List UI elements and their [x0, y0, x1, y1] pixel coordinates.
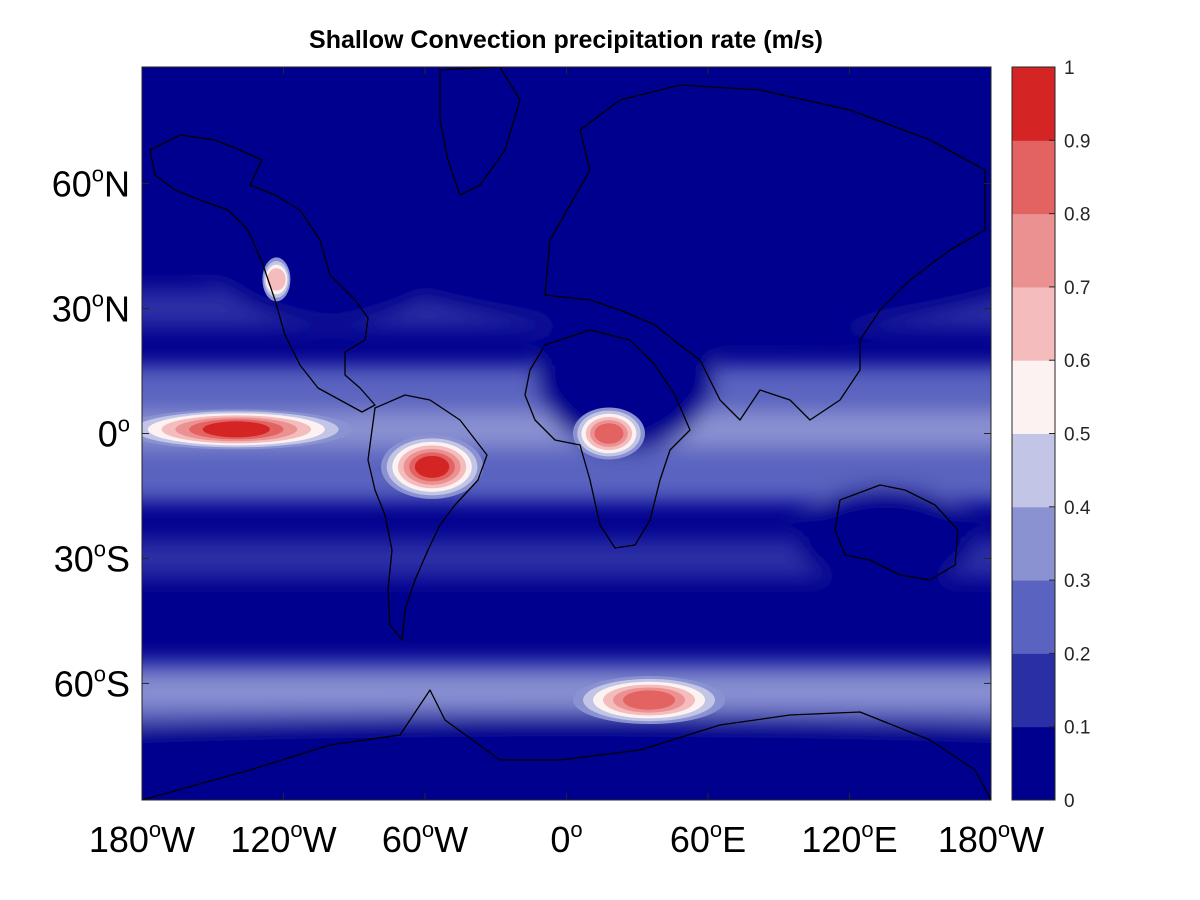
- colorbar-tick-label: 0.2: [1064, 644, 1090, 665]
- x-tick-label: 180oW: [938, 817, 1044, 860]
- colorbar-tick-label: 0.7: [1064, 278, 1090, 299]
- feature-amazon: [381, 434, 484, 499]
- y-tick-label: 30oS: [54, 536, 130, 579]
- contour-level-9: [414, 455, 450, 478]
- band-southern-ocean-core: [142, 676, 991, 707]
- colorbar: 0 0.1 0.2 0.3 0.4 0.5 0.6 0.7 0.8 0.9 1: [1011, 58, 1091, 812]
- colorbar-tick-label: 1: [1064, 58, 1075, 79]
- coastline-north-america: [149, 134, 376, 413]
- y-axis: 60oN 30oN 0o 30oS 60oS: [52, 162, 991, 704]
- coastline-greenland: [439, 67, 521, 196]
- colorbar-segment: [1012, 360, 1055, 434]
- colorbar-segment: [1012, 580, 1055, 654]
- colorbar-tick-label: 0.9: [1064, 131, 1090, 152]
- coastline-antarctica: [142, 689, 991, 800]
- coastline-australia: [834, 484, 959, 581]
- colorbar-segment: [1012, 726, 1055, 801]
- y-tick-label: 0o: [98, 412, 130, 455]
- map-area: [142, 67, 991, 800]
- y-tick-label: 30oN: [52, 287, 130, 330]
- colorbar-tick-label: 0.6: [1064, 351, 1090, 372]
- chart-title: Shallow Convection precipitation rate (m…: [309, 26, 823, 54]
- colorbar-tick-label: 0.1: [1064, 718, 1090, 739]
- feature-southern-ocean-storm-track: [573, 676, 726, 725]
- colorbar-segment: [1012, 653, 1055, 728]
- x-tick-label: 120oE: [801, 817, 897, 860]
- coastlines: [142, 67, 991, 800]
- feature-california-coast: [262, 257, 291, 302]
- precip-field: [142, 67, 991, 800]
- coastline-south-america: [367, 394, 488, 641]
- colorbar-segment: [1012, 506, 1055, 581]
- x-tick-label: 0o: [550, 817, 582, 860]
- colorbar-tick-label: 0.8: [1064, 205, 1090, 226]
- contour-level-8: [594, 423, 624, 444]
- y-tick-label: 60oN: [52, 162, 130, 205]
- contour-level-6: [267, 268, 286, 291]
- x-tick-label: 120oW: [230, 817, 336, 860]
- feature-itcz-pacific: [142, 409, 353, 450]
- colorbar-tick-label: 0.5: [1064, 425, 1090, 446]
- feature-congo: [572, 407, 645, 460]
- colorbar-tick-label: 0.3: [1064, 571, 1090, 592]
- colorbar-tick-label: 0.4: [1064, 498, 1091, 519]
- coastline-eurasia: [544, 84, 986, 421]
- land-low-2: [535, 291, 716, 452]
- x-tick-label: 180oW: [89, 817, 195, 860]
- colorbar-segment: [1012, 286, 1055, 361]
- colorbar-segment: [1012, 67, 1055, 141]
- y-tick-label: 60oS: [54, 661, 130, 704]
- land-low-1: [288, 74, 991, 335]
- contour-level-8: [623, 690, 676, 710]
- coastline-africa: [524, 329, 691, 549]
- x-tick-label: 60oE: [670, 817, 746, 860]
- colorbar-tick-label: 0: [1064, 791, 1075, 812]
- land-low-4: [142, 716, 991, 800]
- colorbar-segment: [1012, 140, 1055, 215]
- x-tick-label: 60oW: [382, 817, 468, 860]
- contour-level-9: [202, 421, 270, 438]
- colorbar-segment: [1012, 433, 1055, 508]
- colorbar-segment: [1012, 213, 1055, 288]
- land-low-3: [794, 487, 975, 588]
- field-bands: [142, 74, 991, 800]
- x-axis: 180oW 120oW 60oW 0o 60oE 120oE 180oW: [89, 67, 1044, 860]
